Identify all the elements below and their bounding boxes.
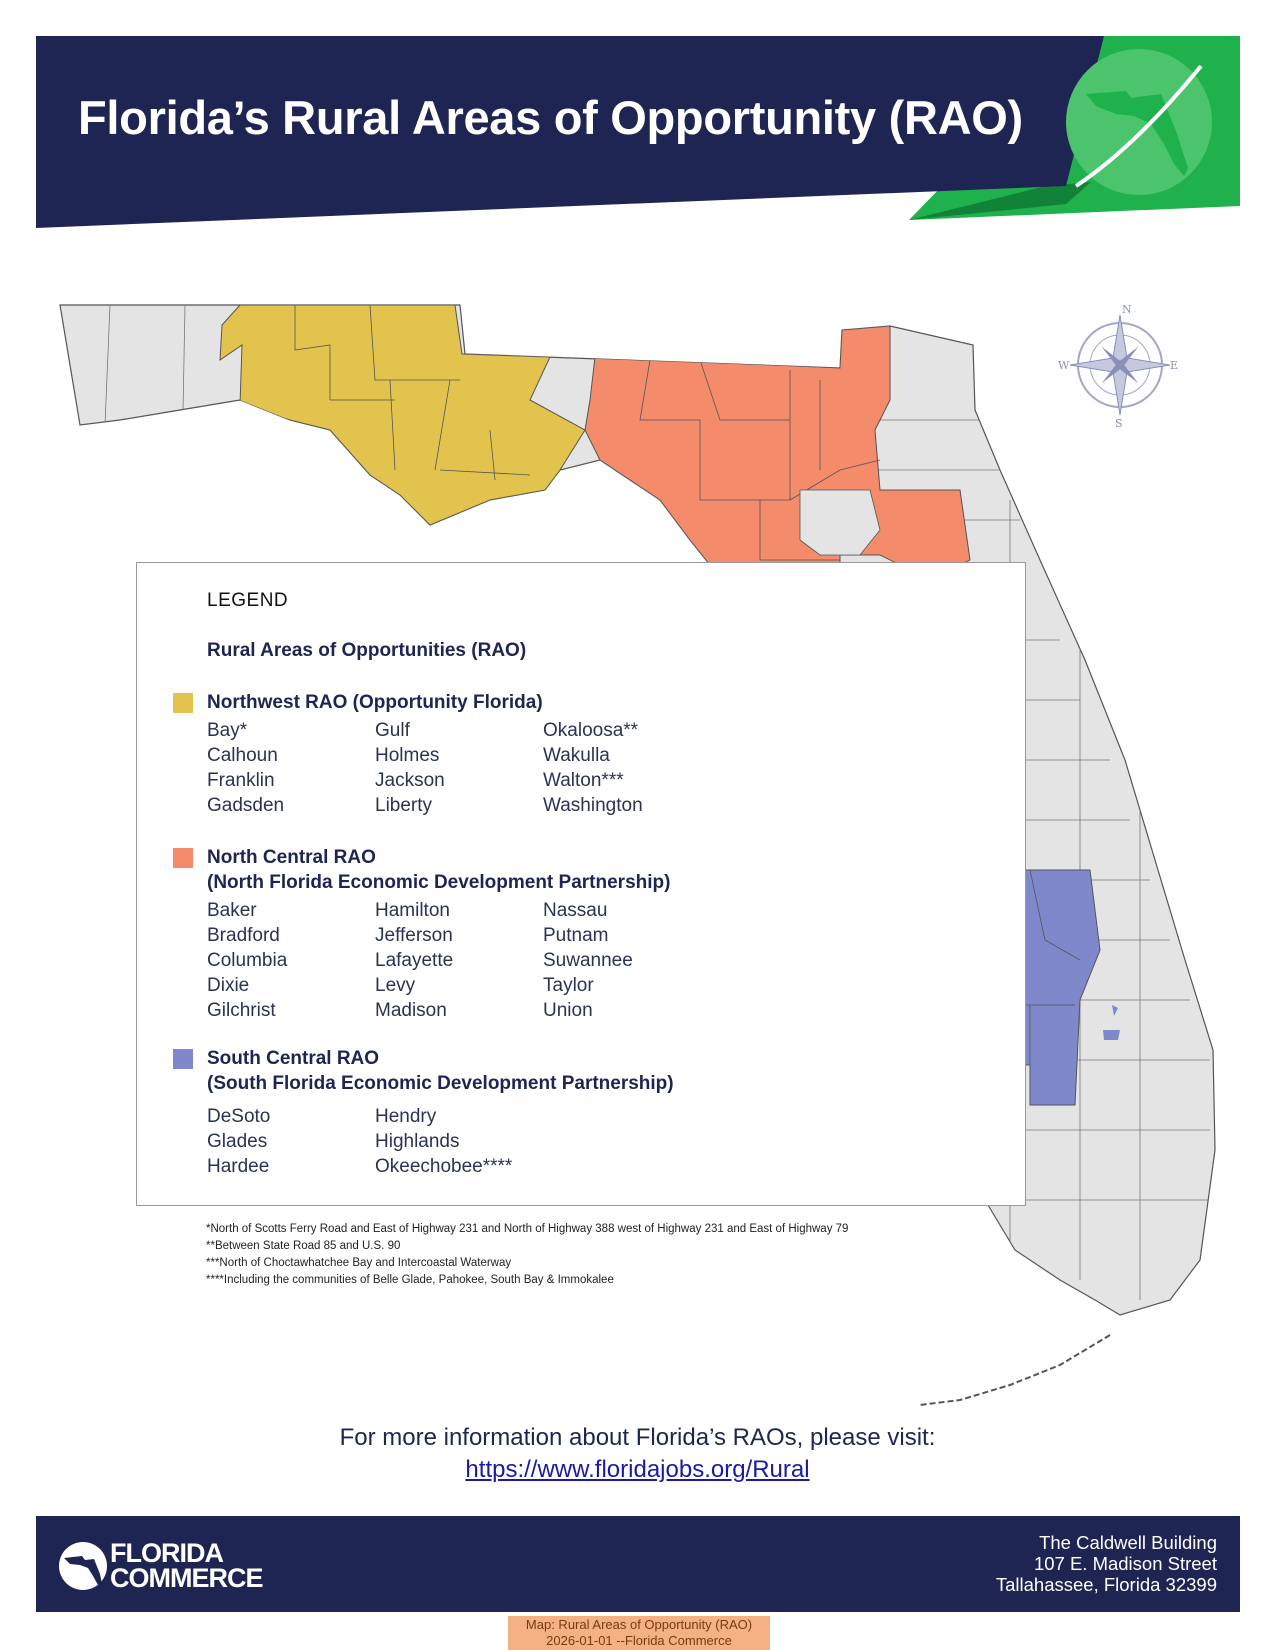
page-title: Florida’s Rural Areas of Opportunity (RA… — [78, 91, 1023, 144]
footer-address: The Caldwell Building 107 E. Madison Str… — [996, 1532, 1217, 1595]
legend-title: LEGEND — [207, 590, 289, 611]
county-name: Gadsden — [207, 795, 285, 816]
region-title: North Central RAO — [207, 847, 376, 868]
county-name: Hamilton — [375, 900, 450, 921]
south-central-color-swatch — [173, 1049, 193, 1069]
northwest-color-swatch — [173, 693, 193, 713]
compass-e: E — [1170, 359, 1178, 372]
county-name: Glades — [207, 1131, 268, 1152]
county-name: Okaloosa** — [543, 720, 639, 741]
region-title-partner: (South Florida Economic Development Part… — [207, 1073, 674, 1094]
county-name: Holmes — [375, 745, 440, 766]
source-tag-line: Map: Rural Areas of Opportunity (RAO) — [525, 1617, 753, 1632]
florida-keys — [919, 1334, 1111, 1406]
footer-bar: FLORIDA COMMERCE The Caldwell Building 1… — [36, 1516, 1240, 1612]
address-line: The Caldwell Building — [1039, 1532, 1217, 1553]
county-name: Levy — [375, 975, 416, 996]
north-central-color-swatch — [173, 848, 193, 868]
compass-rose-icon: N E S W — [1058, 303, 1178, 430]
county-name: Lafayette — [375, 950, 454, 971]
county-name: Franklin — [207, 770, 275, 791]
compass-n: N — [1122, 303, 1132, 316]
county-name: Bradford — [207, 925, 280, 946]
county-name: Suwannee — [543, 950, 633, 971]
footnote: **Between State Road 85 and U.S. 90 — [206, 1240, 401, 1252]
county-name: Union — [543, 1000, 593, 1021]
county-name: Taylor — [543, 975, 594, 996]
legend-panel: LEGEND Rural Areas of Opportunities (RAO… — [136, 562, 1026, 1206]
compass-s: S — [1115, 417, 1123, 430]
compass-w: W — [1058, 359, 1070, 372]
source-tag-line: 2026-01-01 --Florida Commerce — [546, 1633, 732, 1648]
footnote: *North of Scotts Ferry Road and East of … — [206, 1223, 849, 1235]
county-name: Hardee — [207, 1156, 270, 1177]
northwest-rao-area — [219, 305, 586, 526]
source-tag: Map: Rural Areas of Opportunity (RAO) 20… — [508, 1616, 770, 1650]
county-name: Jackson — [375, 770, 445, 791]
county-name: Columbia — [207, 950, 288, 971]
county-name: Gulf — [375, 720, 410, 741]
address-line: 107 E. Madison Street — [1033, 1553, 1217, 1574]
region-title-partner: (North Florida Economic Development Part… — [207, 872, 671, 893]
logo-line1: FLORIDA — [110, 1538, 224, 1568]
footnote: ***North of Choctawhatchee Bay and Inter… — [206, 1257, 512, 1269]
region-title: South Central RAO — [207, 1048, 380, 1069]
legend-subtitle: Rural Areas of Opportunities (RAO) — [207, 640, 527, 661]
florida-commerce-logo: FLORIDA COMMERCE — [58, 1536, 318, 1596]
county-name: Walton*** — [543, 770, 624, 791]
county-name: Liberty — [375, 795, 433, 816]
address-line: Tallahassee, Florida 32399 — [995, 1574, 1217, 1595]
county-name: Highlands — [375, 1131, 460, 1152]
county-name: Wakulla — [543, 745, 610, 766]
county-name: Jefferson — [375, 925, 453, 946]
county-name: Bay* — [207, 720, 248, 741]
county-name: Hendry — [375, 1106, 437, 1127]
footnote: ****Including the communities of Belle G… — [206, 1274, 614, 1286]
county-name: Nassau — [543, 900, 608, 921]
florida-emblem-icon — [1066, 49, 1212, 195]
county-name: Washington — [543, 795, 643, 816]
logo-line2: COMMERCE — [110, 1563, 263, 1593]
county-name: Madison — [375, 1000, 447, 1021]
county-name: DeSoto — [207, 1106, 271, 1127]
more-info-text: For more information about Florida’s RAO… — [339, 1424, 936, 1451]
rural-link[interactable]: https://www.floridajobs.org/Rural — [465, 1456, 810, 1483]
county-name: Baker — [207, 900, 257, 921]
header-banner — [36, 36, 1240, 228]
county-name: Calhoun — [207, 745, 278, 766]
county-name: Gilchrist — [207, 1000, 276, 1021]
footnotes: *North of Scotts Ferry Road and East of … — [206, 1221, 848, 1289]
county-name: Okeechobee**** — [375, 1156, 513, 1177]
florida-logo-icon — [59, 1542, 107, 1590]
county-name: Putnam — [543, 925, 609, 946]
county-name: Dixie — [207, 975, 250, 996]
region-title: Northwest RAO (Opportunity Florida) — [207, 692, 543, 713]
